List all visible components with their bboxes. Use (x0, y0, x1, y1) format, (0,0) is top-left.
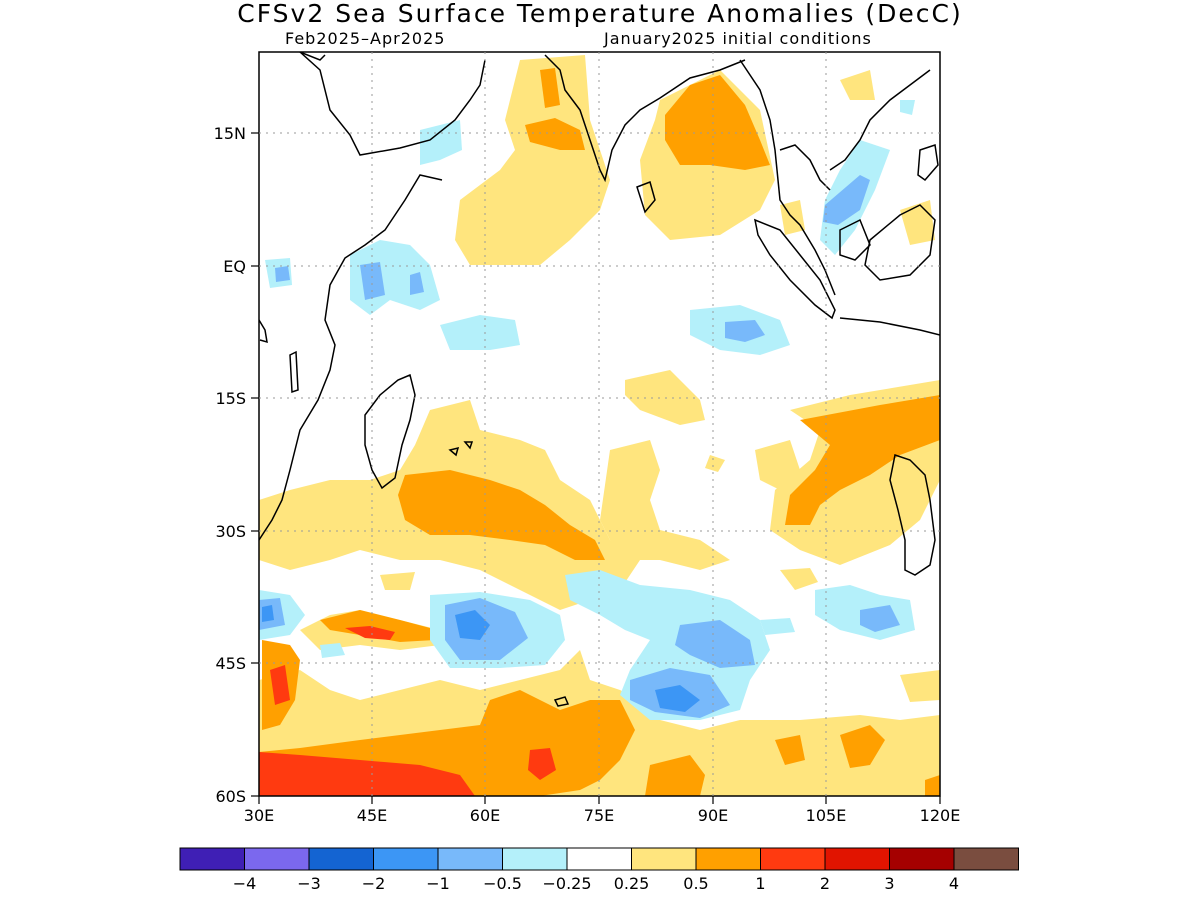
colorbar-tick-label: 0.25 (614, 874, 650, 893)
colorbar-tick-label: 1 (755, 874, 765, 893)
colorbar-swatch (437, 847, 503, 871)
x-tick-label: 105E (806, 806, 847, 825)
forecast-period: Feb2025–Apr2025 (285, 29, 446, 48)
colorbar-tick-label: −1 (426, 874, 450, 893)
colorbar-tick-label: 4 (949, 874, 959, 893)
x-tick-label: 75E (584, 806, 614, 825)
colorbar-tick-label: −2 (362, 874, 386, 893)
colorbar (179, 847, 1019, 871)
y-tick-label: 15N (214, 124, 246, 143)
colorbar-swatch (760, 847, 826, 871)
colorbar-swatch (695, 847, 761, 871)
longitude-labels: 30E 45E 60E 75E 90E 105E 120E (244, 806, 961, 825)
anomaly-neg1-neg2 (262, 605, 700, 712)
tick-marks (251, 132, 941, 804)
x-tick-label: 30E (244, 806, 274, 825)
y-tick-label: 45S (215, 654, 246, 673)
colorbar-swatch (631, 847, 697, 871)
x-tick-label: 60E (470, 806, 500, 825)
y-tick-label: 30S (215, 522, 246, 541)
anomaly-neg0.5-neg1 (259, 175, 900, 718)
anomaly-1-2 (259, 626, 556, 796)
colorbar-swatch (953, 847, 1019, 871)
initial-conditions: January2025 initial conditions (604, 29, 872, 48)
colorbar-tick-label: −4 (233, 874, 257, 893)
colorbar-tick-label: −0.25 (542, 874, 591, 893)
colorbar-tick-label: 0.5 (683, 874, 708, 893)
colorbar-swatch (566, 847, 632, 871)
y-tick-label: EQ (223, 257, 246, 276)
colorbar-swatch (308, 847, 374, 871)
colorbar-tick-label: 3 (884, 874, 894, 893)
colorbar-swatch (824, 847, 890, 871)
colorbar-tick-label: 2 (820, 874, 830, 893)
colorbar-swatch (502, 847, 568, 871)
x-tick-label: 120E (920, 806, 961, 825)
colorbar-swatch (889, 847, 955, 871)
y-tick-label: 60S (215, 787, 246, 806)
colorbar-swatch (373, 847, 439, 871)
map-title: CFSv2 Sea Surface Temperature Anomalies … (237, 0, 963, 28)
colorbar-swatch (179, 847, 245, 871)
coastlines (259, 52, 940, 707)
x-tick-label: 90E (698, 806, 728, 825)
x-tick-label: 45E (357, 806, 387, 825)
colorbar-swatch (244, 847, 310, 871)
colorbar-tick-label: −3 (297, 874, 321, 893)
colorbar-tick-label: −0.5 (483, 874, 522, 893)
latitude-labels: 15N EQ 15S 30S 45S 60S (214, 124, 246, 806)
y-tick-label: 15S (215, 389, 246, 408)
graticule (259, 52, 940, 796)
colorbar-labels: −4 −3 −2 −1 −0.5 −0.25 0.25 0.5 1 2 3 4 (233, 874, 959, 893)
